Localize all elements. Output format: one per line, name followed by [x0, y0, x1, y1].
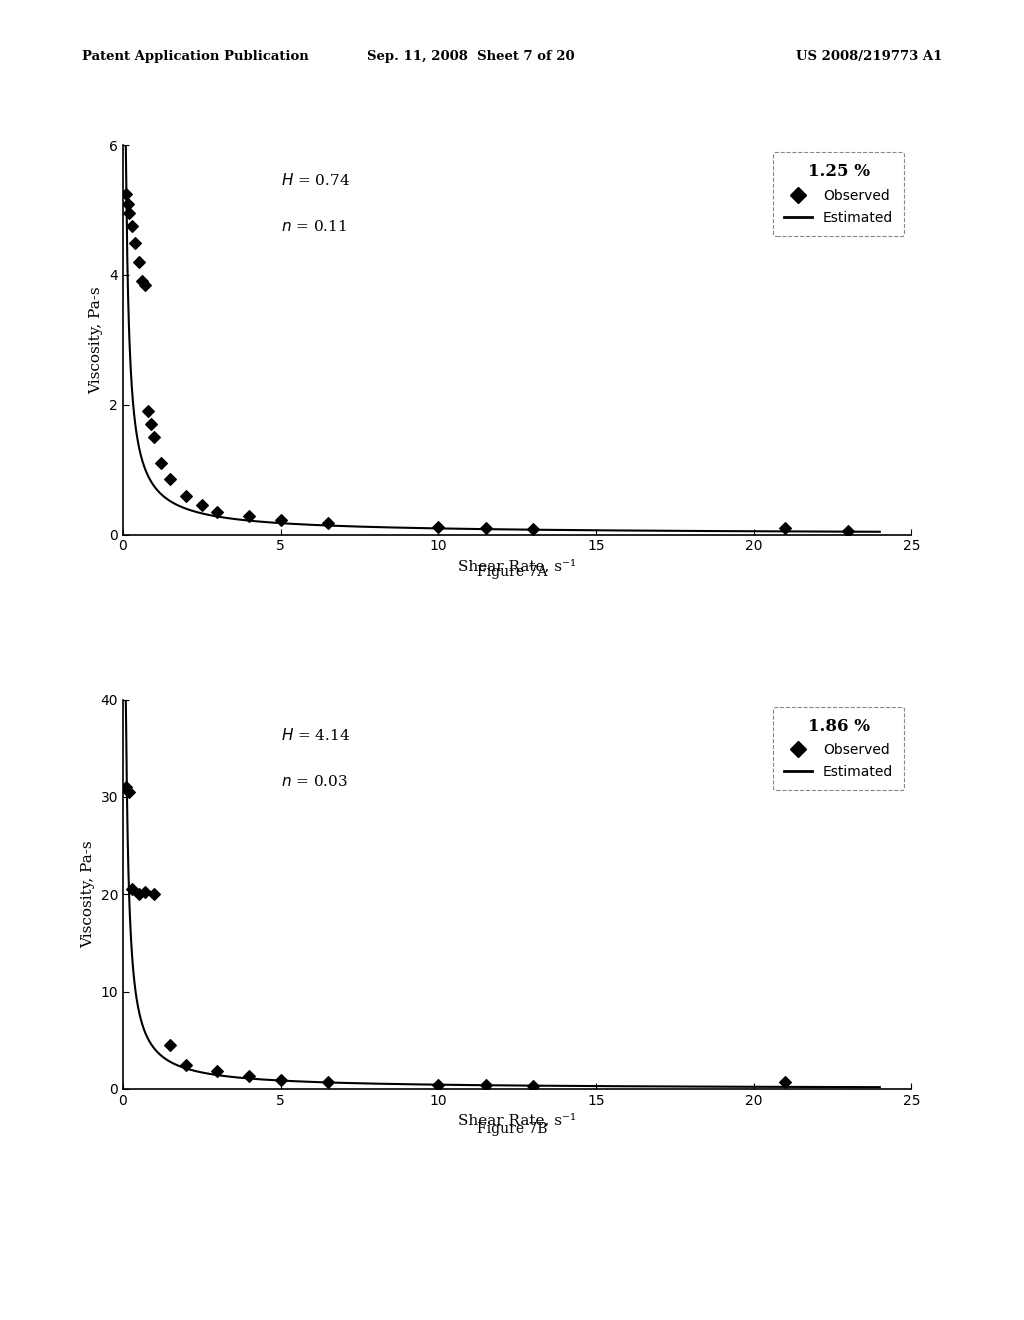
Point: [130, 251, 146, 273]
Point: [319, 512, 336, 533]
Point: [124, 215, 140, 236]
Point: [124, 879, 140, 900]
Point: [133, 271, 150, 292]
Point: [272, 510, 289, 531]
Point: [777, 517, 794, 539]
Point: [137, 882, 154, 903]
Point: [178, 1055, 195, 1076]
Point: [840, 521, 856, 543]
Y-axis label: Viscosity, Pa-s: Viscosity, Pa-s: [81, 841, 95, 948]
Text: $\mathit{H}$ = 4.14: $\mathit{H}$ = 4.14: [281, 727, 350, 743]
Point: [146, 884, 163, 906]
Text: US 2008/219773 A1: US 2008/219773 A1: [796, 50, 942, 63]
Point: [137, 275, 154, 296]
Point: [130, 884, 146, 906]
Legend: Observed, Estimated: Observed, Estimated: [773, 152, 904, 236]
Text: Figure 7A: Figure 7A: [477, 565, 547, 579]
Point: [241, 1065, 257, 1086]
Point: [118, 183, 134, 205]
Point: [272, 1069, 289, 1090]
Point: [319, 1072, 336, 1093]
Point: [153, 453, 169, 474]
Point: [127, 232, 143, 253]
Point: [430, 1074, 446, 1096]
Text: $\mathit{n}$ = 0.11: $\mathit{n}$ = 0.11: [281, 219, 346, 234]
Point: [146, 426, 163, 447]
Point: [121, 781, 137, 803]
Point: [524, 1076, 541, 1097]
Point: [143, 413, 160, 434]
Text: Patent Application Publication: Patent Application Publication: [82, 50, 308, 63]
Point: [118, 776, 134, 797]
Point: [209, 502, 225, 523]
Point: [121, 203, 137, 224]
Point: [477, 517, 494, 539]
Point: [178, 486, 195, 507]
Text: $\mathit{n}$ = 0.03: $\mathit{n}$ = 0.03: [281, 774, 347, 788]
Point: [162, 1035, 178, 1056]
X-axis label: Shear Rate, s⁻¹: Shear Rate, s⁻¹: [458, 558, 577, 573]
X-axis label: Shear Rate, s⁻¹: Shear Rate, s⁻¹: [458, 1113, 577, 1127]
Point: [777, 1071, 794, 1092]
Point: [241, 506, 257, 527]
Legend: Observed, Estimated: Observed, Estimated: [773, 706, 904, 791]
Point: [194, 495, 210, 516]
Text: Sep. 11, 2008  Sheet 7 of 20: Sep. 11, 2008 Sheet 7 of 20: [368, 50, 574, 63]
Point: [120, 193, 136, 214]
Text: Figure 7B: Figure 7B: [477, 1122, 547, 1137]
Point: [162, 469, 178, 490]
Point: [209, 1061, 225, 1082]
Text: $\mathit{H}$ = 0.74: $\mathit{H}$ = 0.74: [281, 173, 350, 189]
Y-axis label: Viscosity, Pa-s: Viscosity, Pa-s: [89, 286, 103, 393]
Point: [477, 1074, 494, 1096]
Point: [140, 401, 157, 422]
Point: [430, 516, 446, 537]
Point: [524, 519, 541, 540]
